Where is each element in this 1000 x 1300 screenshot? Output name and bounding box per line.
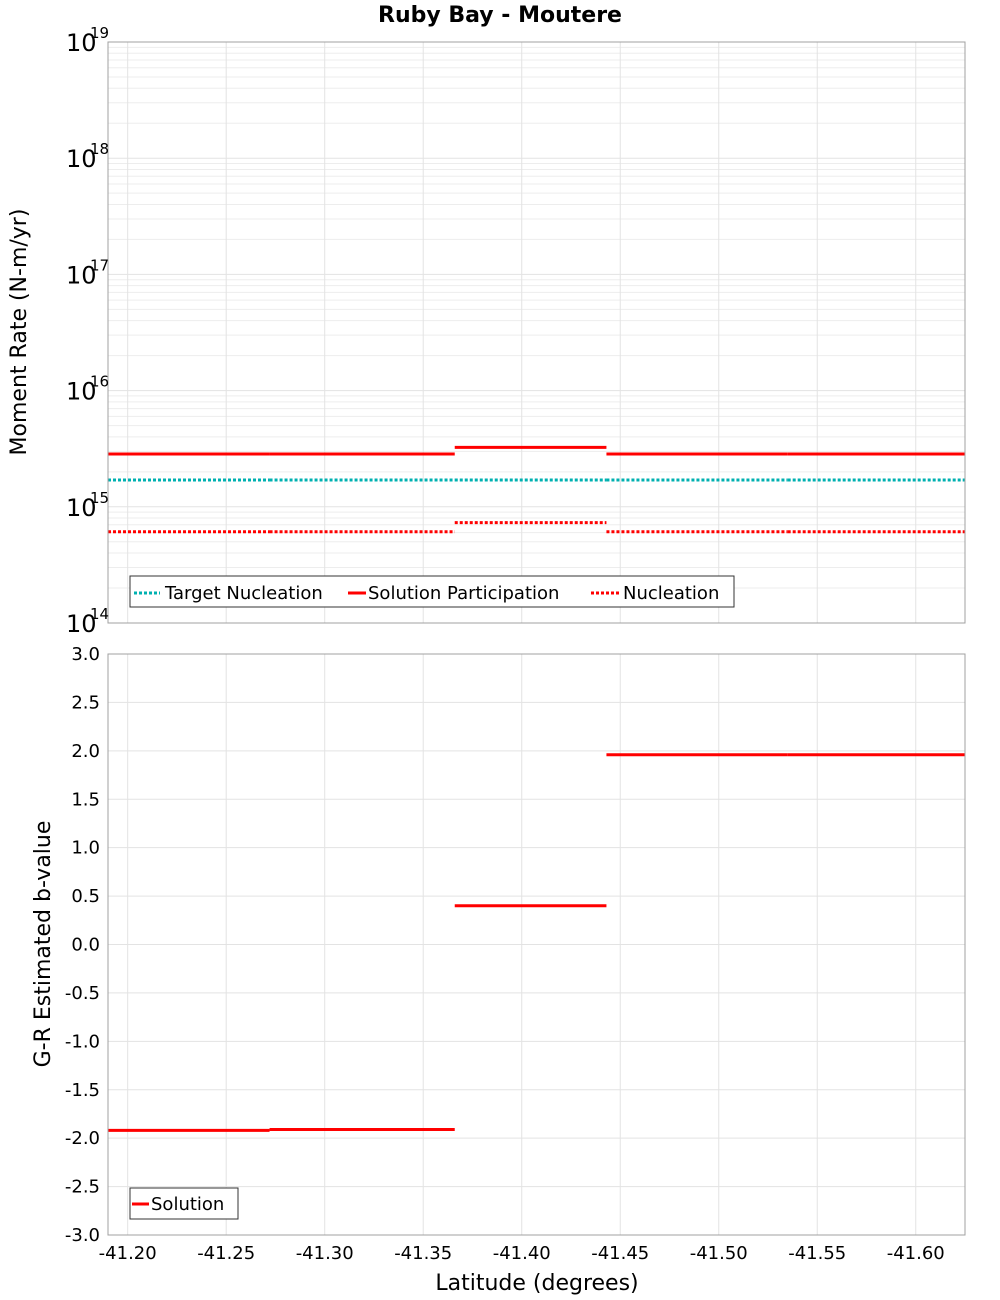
x-tick-label: -41.50 (690, 1243, 748, 1264)
moment-rate-series (108, 445, 965, 534)
b-value-y-tick-label: 2.0 (71, 741, 100, 762)
x-tick-label: -41.55 (788, 1243, 846, 1264)
x-tick-label: -41.35 (394, 1243, 452, 1264)
x-tick-label: -41.25 (197, 1243, 255, 1264)
b-value-y-tick-label: 1.5 (71, 789, 100, 810)
x-tick-label: -41.30 (296, 1243, 354, 1264)
moment-rate-plot-frame (107, 41, 966, 624)
legend-label-solution-participation: Solution Participation (368, 583, 559, 604)
moment-rate-legend: Target Nucleation Solution Participation… (129, 575, 735, 608)
x-tick-label: -41.45 (591, 1243, 649, 1264)
chart-title: Ruby Bay - Moutere (378, 3, 622, 28)
moment-rate-tick-base: 10 (66, 494, 97, 522)
b-value-panel: -3.0 -2.5 -2.0 -1.5 -1.0 -0.5 0.0 0.5 1.0 1.5 2.0 2… (31, 644, 966, 1296)
x-tick-label: -41.20 (99, 1243, 157, 1264)
moment-rate-tick-exponent: 16 (90, 373, 109, 391)
b-value-y-tick-label: -2.5 (65, 1177, 100, 1198)
b-value-legend: Solution (129, 1187, 239, 1220)
moment-rate-legend-box (129, 575, 735, 608)
b-value-plot-frame (107, 653, 966, 1236)
moment-rate-tick-exponent: 14 (90, 605, 109, 623)
moment-rate-tick-exponent: 17 (90, 256, 109, 274)
legend-label-target-nucleation: Target Nucleation (164, 583, 323, 604)
moment-rate-grid (108, 41, 965, 624)
moment-rate-tick-base: 10 (66, 145, 97, 173)
b-value-x-ticks: -41.20 -41.25 -41.30 -41.35 -41.40 -41.45 -41.… (99, 1243, 945, 1264)
x-axis-label: Latitude (degrees) (435, 1271, 638, 1296)
b-value-y-tick-label: 0.5 (71, 886, 100, 907)
b-value-y-tick-label: 2.5 (71, 692, 100, 713)
moment-rate-y-axis-label: Moment Rate (N-m/yr) (7, 209, 32, 456)
moment-rate-tick-base: 10 (66, 610, 97, 638)
b-value-y-axis-label: G-R Estimated b-value (31, 821, 56, 1068)
b-value-y-ticks: -3.0 -2.5 -2.0 -1.5 -1.0 -0.5 0.0 0.5 1.0 1.5 2.0 2… (65, 644, 100, 1246)
b-value-y-tick-label: -1.0 (65, 1031, 100, 1052)
x-tick-label: -41.60 (887, 1243, 945, 1264)
moment-rate-tick-exponent: 19 (90, 24, 109, 42)
b-value-y-tick-label: 0.0 (71, 935, 100, 956)
b-value-y-tick-label: -1.5 (65, 1080, 100, 1101)
moment-rate-tick-base: 10 (66, 261, 97, 289)
b-value-y-tick-label: 3.0 (71, 644, 100, 665)
b-value-y-tick-label: -3.0 (65, 1225, 100, 1246)
b-value-y-tick-label: -0.5 (65, 983, 100, 1004)
moment-rate-tick-base: 10 (66, 29, 97, 57)
b-value-series (108, 753, 965, 1132)
x-tick-label: -41.40 (493, 1243, 551, 1264)
legend-label-nucleation: Nucleation (623, 583, 719, 604)
moment-rate-tick-exponent: 18 (90, 140, 109, 158)
b-value-y-tick-label: 1.0 (71, 838, 100, 859)
legend-label-solution: Solution (151, 1194, 224, 1215)
moment-rate-tick-base: 10 (66, 378, 97, 406)
b-value-y-tick-label: -2.0 (65, 1128, 100, 1149)
moment-rate-tick-exponent: 15 (90, 489, 109, 507)
